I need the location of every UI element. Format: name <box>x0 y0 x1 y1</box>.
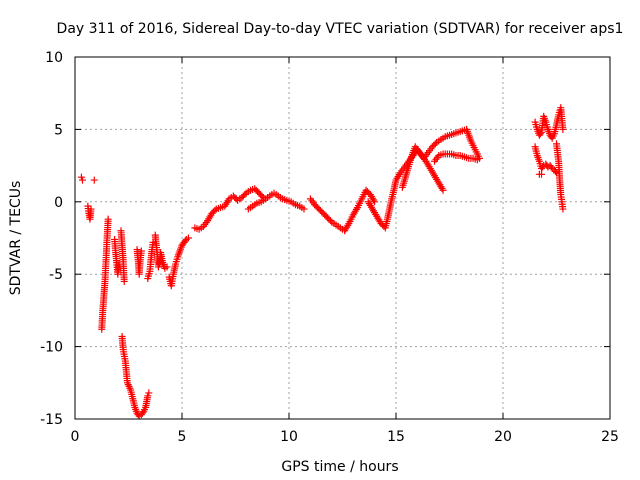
y-tick-label: -10 <box>40 340 63 356</box>
data-point <box>536 130 544 138</box>
data-point <box>137 247 145 255</box>
data-point <box>87 205 95 213</box>
chart-title: Day 311 of 2016, Sidereal Day-to-day VTE… <box>57 21 624 37</box>
x-tick-label: 0 <box>71 429 80 445</box>
data-point <box>439 186 447 194</box>
x-tick-label: 20 <box>494 429 512 445</box>
axis-ticks: 0 5 10 15 20 25 -15 -10 -5 0 5 10 <box>40 50 619 445</box>
y-tick-label: -5 <box>49 267 63 283</box>
data-point <box>559 125 567 133</box>
data-point <box>145 389 153 397</box>
data-point <box>78 176 86 184</box>
data-point <box>90 176 98 184</box>
data-series-sdtvar <box>77 104 567 420</box>
data-point <box>211 206 219 214</box>
data-point <box>326 217 334 225</box>
data-point <box>431 140 439 148</box>
x-tick-label: 15 <box>387 429 405 445</box>
x-axis-label: GPS time / hours <box>281 459 398 475</box>
y-tick-label: 10 <box>45 50 63 66</box>
x-tick-label: 25 <box>601 429 619 445</box>
data-point <box>559 205 567 213</box>
data-point <box>120 277 128 285</box>
x-tick-label: 5 <box>178 429 187 445</box>
data-point <box>538 170 546 178</box>
data-point <box>138 409 146 417</box>
y-tick-label: 0 <box>54 195 63 211</box>
y-tick-label: -15 <box>40 412 63 428</box>
data-point <box>371 198 379 206</box>
data-point <box>163 263 171 271</box>
data-point <box>300 205 308 213</box>
data-point <box>241 191 249 199</box>
data-point <box>473 156 481 164</box>
data-point <box>184 234 192 242</box>
y-axis-label: SDTVAR / TECUs <box>8 181 24 296</box>
grid <box>75 57 610 419</box>
y-tick-label: 5 <box>54 122 63 138</box>
plot-frame <box>74 56 611 420</box>
data-point <box>258 192 266 200</box>
x-tick-label: 10 <box>280 429 298 445</box>
data-point <box>104 215 112 223</box>
